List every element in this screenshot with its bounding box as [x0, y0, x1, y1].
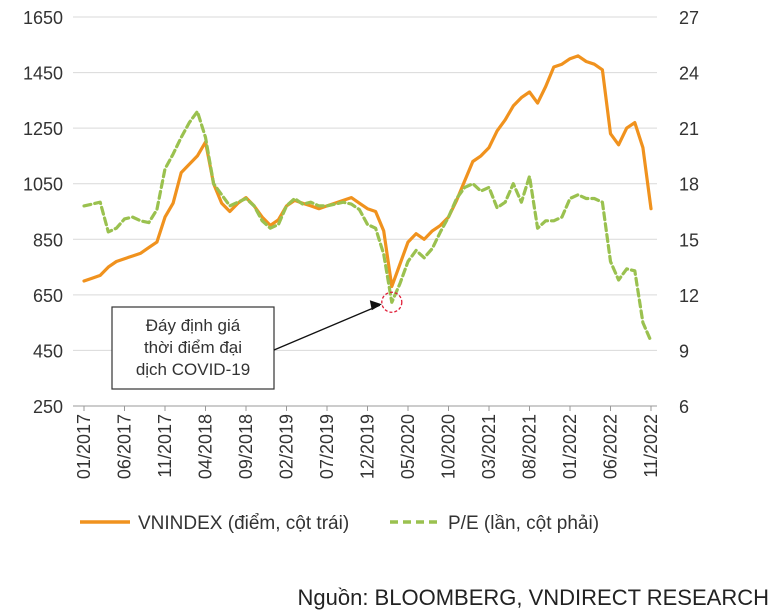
x-tick-label: 06/2022: [601, 414, 621, 479]
left-y-axis: 250 450 650 850 1050 1250 1450 1650: [23, 8, 63, 417]
x-tick-label: 02/2019: [277, 414, 297, 479]
left-y-tick-label: 250: [33, 397, 63, 417]
left-y-tick-label: 650: [33, 286, 63, 306]
legend-pe-label: P/E (lần, cột phải): [448, 513, 599, 534]
right-y-tick-label: 12: [679, 286, 699, 306]
x-tick-label: 11/2017: [155, 414, 175, 478]
left-y-tick-label: 1650: [23, 8, 63, 28]
right-y-tick-label: 18: [679, 175, 699, 195]
x-tick-label: 10/2020: [439, 414, 459, 479]
left-y-tick-label: 1450: [23, 64, 63, 84]
left-y-tick-label: 850: [33, 230, 63, 250]
highlight-circle: [381, 291, 403, 313]
x-axis: 01/2017 06/2017 11/2017 04/2018 09/2018 02/20…: [73, 405, 661, 479]
legend-vnindex-label: VNINDEX (điểm, cột trái): [138, 513, 349, 534]
left-y-tick-label: 1050: [23, 175, 63, 195]
annotation-text: dịch COVID-19: [136, 360, 250, 379]
right-y-tick-label: 15: [679, 230, 699, 250]
series-lines: [82, 54, 653, 343]
annotation-arrow: [273, 304, 381, 351]
chart: 250 450 650 850 1050 1250 1450 1650 6 9 12 15 18 21 2…: [23, 8, 699, 534]
right-y-tick-label: 27: [679, 8, 699, 28]
vnindex-line: [82, 54, 653, 289]
x-tick-label: 01/2017: [74, 414, 94, 479]
x-tick-label: 08/2021: [520, 414, 540, 479]
legend: VNINDEX (điểm, cột trái) P/E (lần, cột ph…: [80, 513, 599, 534]
source-note: Nguồn: BLOOMBERG, VNDIRECT RESEARCH: [297, 585, 770, 610]
annotation-box: [111, 306, 275, 390]
arrow-head: [369, 300, 382, 311]
right-y-tick-label: 24: [679, 64, 699, 84]
x-tick-label: 11/2022: [641, 414, 661, 478]
right-y-tick-label: 9: [679, 341, 689, 361]
x-tick-label: 04/2018: [196, 414, 216, 479]
x-tick-label: 07/2019: [317, 414, 337, 479]
annotation-text: thời điểm đại: [144, 338, 242, 357]
pe-line: [82, 109, 653, 343]
right-y-tick-label: 6: [679, 397, 689, 417]
right-y-axis: 6 9 12 15 18 21 24 27: [679, 8, 699, 417]
x-tick-label: 01/2022: [560, 414, 580, 479]
annotation: Đáy định giá thời điểm đại dịch COVID-19: [111, 291, 403, 390]
annotation-text: Đáy định giá: [146, 316, 241, 335]
x-tick-label: 05/2020: [398, 414, 418, 479]
right-y-tick-label: 21: [679, 119, 699, 139]
x-tick-label: 12/2019: [358, 414, 378, 479]
x-tick-label: 03/2021: [479, 414, 499, 479]
x-tick-label: 06/2017: [115, 414, 135, 479]
left-y-tick-label: 1250: [23, 119, 63, 139]
left-y-tick-label: 450: [33, 341, 63, 361]
x-tick-label: 09/2018: [236, 414, 256, 479]
